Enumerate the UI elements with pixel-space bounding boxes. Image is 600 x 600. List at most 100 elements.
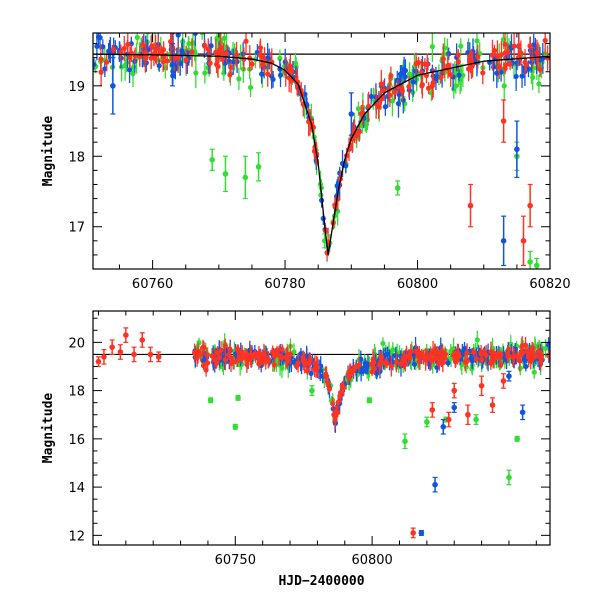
data-point <box>474 337 480 343</box>
data-point <box>202 70 208 76</box>
data-point <box>419 83 425 89</box>
data-point <box>230 59 236 65</box>
data-point <box>97 35 103 41</box>
data-point <box>465 66 472 72</box>
data-point <box>189 49 195 55</box>
data-point <box>283 355 289 361</box>
data-point <box>179 50 186 56</box>
data-point <box>473 416 479 423</box>
data-point <box>222 357 228 363</box>
data-point <box>98 56 104 62</box>
data-point <box>488 358 495 364</box>
data-point <box>406 83 412 90</box>
data-point <box>451 86 457 92</box>
data-point <box>147 351 154 358</box>
data-point <box>314 364 321 371</box>
data-point <box>265 358 271 365</box>
data-point <box>514 436 520 442</box>
data-point <box>227 72 233 78</box>
data-point <box>461 346 468 352</box>
data-point <box>356 129 362 135</box>
red-background-points <box>98 33 550 262</box>
data-point <box>452 358 458 365</box>
y-axis-title: Magnitude <box>41 393 56 464</box>
data-point <box>304 368 310 374</box>
data-point <box>260 351 266 357</box>
data-point <box>145 33 150 35</box>
data-point <box>118 49 124 56</box>
data-point <box>498 362 504 368</box>
data-point <box>506 474 512 481</box>
data-point <box>95 358 102 365</box>
data-point <box>405 353 412 359</box>
data-point <box>117 349 124 355</box>
data-point <box>455 350 461 356</box>
data-point <box>249 61 255 67</box>
data-point <box>463 364 469 370</box>
data-point <box>380 340 386 347</box>
y-tick-label: 18 <box>68 150 85 165</box>
data-point <box>458 43 464 49</box>
blue-series-1 <box>110 42 520 267</box>
data-point <box>164 58 170 64</box>
plot-area <box>93 33 550 269</box>
data-point <box>312 360 318 366</box>
data-point <box>388 73 394 79</box>
data-point <box>326 386 332 392</box>
data-point <box>208 43 214 49</box>
data-point <box>155 45 161 52</box>
data-point <box>521 357 527 363</box>
data-point <box>545 342 550 348</box>
data-point <box>200 344 206 351</box>
green-series-0 <box>207 385 520 486</box>
data-point <box>527 259 533 265</box>
data-point <box>402 67 409 74</box>
data-point <box>213 49 219 55</box>
data-point <box>125 41 131 48</box>
data-point <box>256 350 262 356</box>
data-point <box>489 402 496 408</box>
data-point <box>400 97 406 103</box>
data-point <box>511 43 517 49</box>
data-point <box>110 46 117 52</box>
data-point <box>391 89 398 95</box>
data-point <box>378 357 384 364</box>
data-point <box>478 382 485 389</box>
data-point <box>323 373 330 380</box>
data-point <box>464 358 470 364</box>
data-point <box>209 157 216 163</box>
data-point <box>183 57 189 63</box>
data-point <box>523 363 529 370</box>
data-point <box>438 74 444 80</box>
red-series-2 <box>410 373 507 539</box>
red-series-3 <box>95 327 162 368</box>
data-point <box>518 349 524 355</box>
data-point <box>440 56 446 62</box>
data-point <box>410 79 416 85</box>
data-point <box>395 100 402 107</box>
data-point <box>271 362 277 368</box>
data-point <box>456 72 462 78</box>
data-point <box>542 37 548 44</box>
data-point <box>520 238 527 244</box>
data-point <box>236 76 242 82</box>
data-point <box>139 337 146 343</box>
data-point <box>401 356 407 362</box>
data-point <box>237 353 243 360</box>
y-axis-title: Magnitude <box>41 116 56 187</box>
x-tick-label: 60820 <box>529 277 570 292</box>
data-point <box>193 70 199 76</box>
data-point <box>356 362 362 368</box>
y-tick-label: 16 <box>68 433 85 448</box>
data-point <box>382 104 388 110</box>
plot-area <box>93 327 550 539</box>
data-point <box>451 404 458 411</box>
data-point <box>546 353 550 359</box>
data-point <box>500 238 507 244</box>
data-point <box>209 353 215 359</box>
data-point <box>142 56 148 62</box>
data-point <box>366 397 373 404</box>
data-point <box>215 63 221 70</box>
data-point <box>331 412 337 418</box>
